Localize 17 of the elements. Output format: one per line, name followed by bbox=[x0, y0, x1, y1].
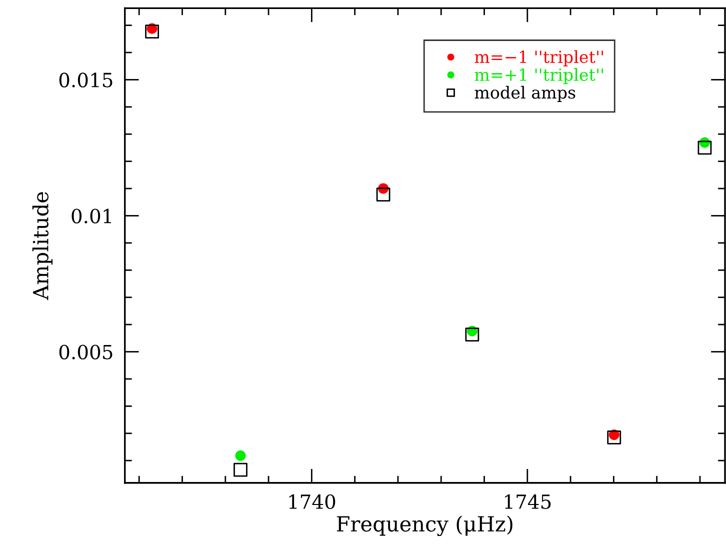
point bbox=[465, 328, 480, 342]
x-tick-label: 1740 bbox=[289, 494, 336, 510]
legend-label: m=+1 ''triplet'' bbox=[474, 68, 603, 84]
x-axis-title: Frequency (μHz) bbox=[336, 516, 512, 536]
point bbox=[145, 24, 159, 39]
y-tick-label: 0.005 bbox=[59, 344, 112, 360]
y-axis-title: Amplitude bbox=[32, 192, 53, 300]
y-tick-label: 0.01 bbox=[72, 208, 111, 224]
point bbox=[698, 140, 712, 155]
point bbox=[607, 430, 622, 444]
point bbox=[235, 450, 246, 461]
x-tick-label: 1745 bbox=[505, 494, 551, 510]
point bbox=[234, 462, 248, 477]
point bbox=[376, 188, 390, 202]
y-tick-label: 0.015 bbox=[59, 72, 112, 88]
legend-label: model amps bbox=[474, 86, 576, 102]
legend-label: m=−1 ''triplet'' bbox=[474, 50, 603, 66]
